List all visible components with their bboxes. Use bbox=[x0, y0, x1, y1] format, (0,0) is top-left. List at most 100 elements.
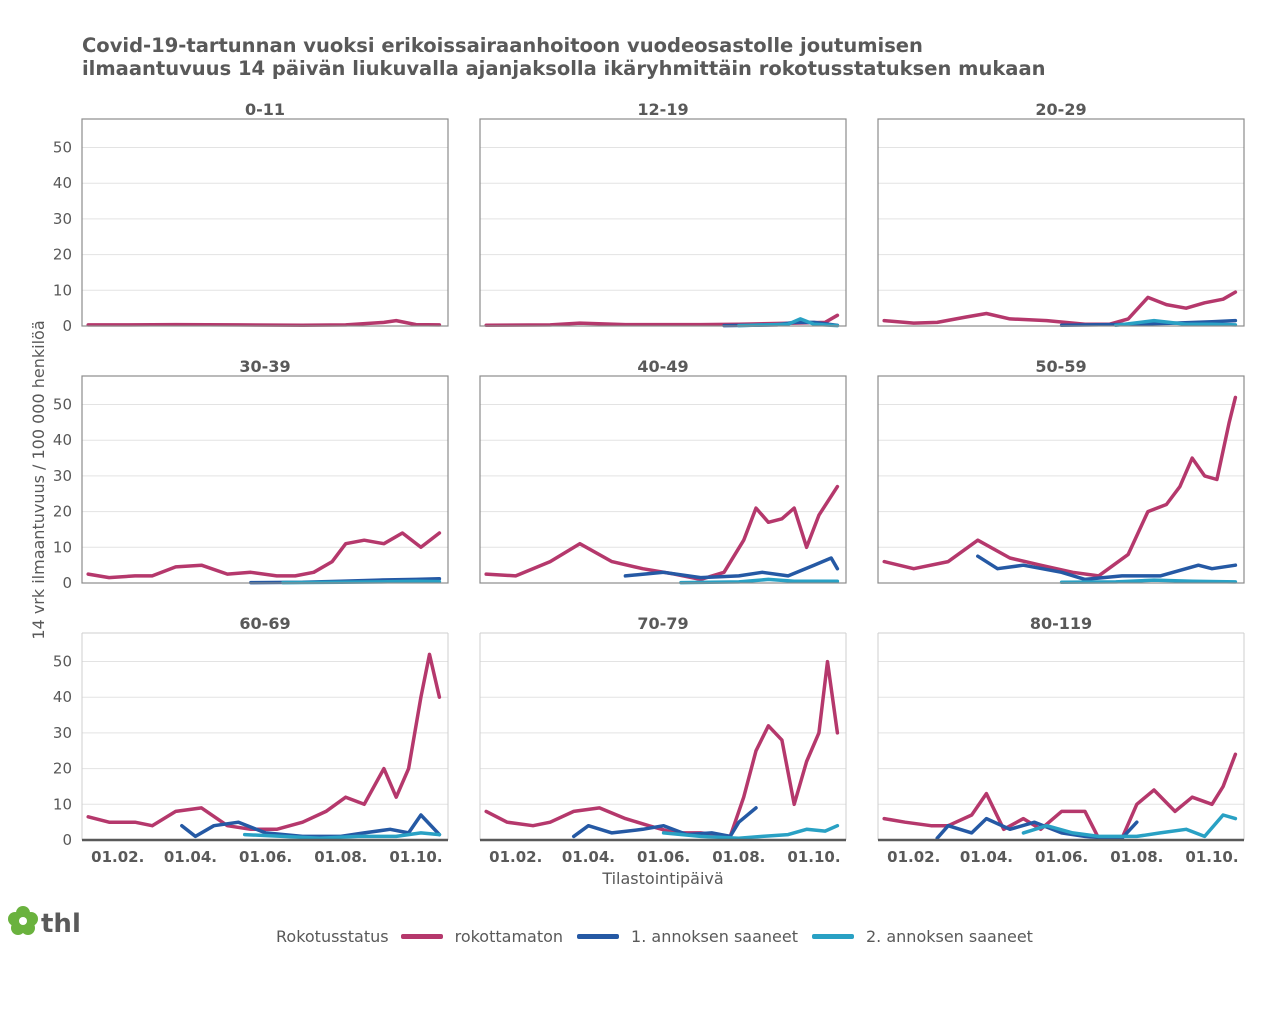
legend-label-2-annos: 2. annoksen saaneet bbox=[866, 926, 1033, 946]
panel-title: 50-59 bbox=[1035, 357, 1086, 376]
panel-background bbox=[82, 119, 448, 326]
y-tick-label: 10 bbox=[53, 281, 72, 299]
legend-title: Rokotusstatus bbox=[276, 926, 389, 946]
y-tick-label: 50 bbox=[53, 139, 72, 157]
panel-0-11: 0-11 0 10 20 30 40 50 bbox=[53, 100, 449, 335]
series-line-2-annoksen-saaneet bbox=[737, 317, 840, 328]
panel-background bbox=[480, 376, 846, 583]
panel-title: 0-11 bbox=[245, 100, 285, 119]
panel-title: 70-79 bbox=[637, 614, 688, 633]
x-tick-label: 01.04. bbox=[562, 848, 615, 866]
y-tick-label: 0 bbox=[62, 574, 72, 592]
series-line-2-annoksen-saaneet bbox=[679, 577, 840, 585]
panel-background bbox=[878, 376, 1244, 583]
legend: Rokotusstatus rokottamaton 1. annoksen s… bbox=[276, 924, 1047, 948]
legend-label-rokottamaton: rokottamaton bbox=[454, 926, 564, 946]
series-line-rokottamaton bbox=[484, 484, 840, 582]
y-tick-label: 40 bbox=[53, 688, 72, 706]
y-tick-label: 40 bbox=[53, 174, 72, 192]
legend-item-rokottamaton: rokottamaton bbox=[400, 926, 564, 946]
series-line-2-annoksen-saaneet bbox=[281, 579, 442, 585]
panel-30-39: 30-39 0 10 20 30 40 50 bbox=[53, 357, 449, 592]
legend-swatch-2-annos bbox=[812, 933, 854, 939]
series-line-1-annoksen-saaneet bbox=[571, 806, 758, 839]
logo-text: thl bbox=[41, 909, 81, 939]
series-line-2-annoksen-saaneet bbox=[1021, 813, 1238, 839]
x-tick-label: 01.04. bbox=[960, 848, 1013, 866]
x-tick-label: 01.10. bbox=[787, 848, 840, 866]
thl-logo: thl bbox=[8, 902, 98, 942]
y-tick-label: 50 bbox=[53, 653, 72, 671]
legend-swatch-rokottamaton bbox=[400, 933, 443, 939]
x-tick-label: 01.08. bbox=[712, 848, 765, 866]
panel-frame bbox=[81, 118, 449, 327]
series-line-rokottamaton bbox=[86, 652, 442, 832]
legend-item-2-annos: 2. annoksen saaneet bbox=[812, 927, 1033, 946]
x-tick-label: 01.02. bbox=[91, 848, 144, 866]
panel-40-49: 40-49 bbox=[479, 357, 847, 585]
panel-80-119: 80-119 01.02. 01.04. 01.06. 01.08. 01.10. bbox=[877, 614, 1245, 866]
series-line-1-annoksen-saaneet bbox=[623, 556, 840, 580]
legend-label-1-annos: 1. annoksen saaneet bbox=[631, 926, 798, 946]
chart-title-line-2: ilmaantuvuus 14 päivän liukuvalla ajanja… bbox=[82, 57, 1046, 80]
panel-frame bbox=[877, 118, 1245, 327]
y-tick-label: 0 bbox=[62, 317, 72, 335]
legend-swatch-1-annos bbox=[577, 933, 620, 939]
panel-background bbox=[82, 376, 448, 583]
panel-background bbox=[480, 119, 846, 326]
x-tick-label: 01.02. bbox=[489, 848, 542, 866]
panel-20-29: 20-29 bbox=[877, 100, 1245, 328]
series-line-1-annoksen-saaneet bbox=[976, 554, 1238, 582]
panel-frame bbox=[479, 118, 847, 327]
x-axis-label: Tilastointipäivä bbox=[601, 869, 723, 888]
series-line-rokottamaton bbox=[882, 752, 1238, 840]
y-tick-label: 20 bbox=[53, 503, 72, 521]
y-axis-label: 14 vrk ilmaantuvuus / 100 000 henkilöä bbox=[29, 320, 48, 639]
panel-title: 30-39 bbox=[239, 357, 290, 376]
panel-title: 60-69 bbox=[239, 614, 290, 633]
series-line-2-annoksen-saaneet bbox=[661, 823, 840, 840]
panel-70-79: 70-79 01.02. 01.04. 01.06. 01.08. 01.10. bbox=[479, 614, 847, 866]
y-tick-label: 20 bbox=[53, 246, 72, 264]
panel-background bbox=[878, 633, 1244, 840]
series-line-rokottamaton bbox=[882, 395, 1238, 578]
panel-title: 80-119 bbox=[1030, 614, 1092, 633]
clover-icon: thl bbox=[8, 906, 81, 939]
series-line-2-annoksen-saaneet bbox=[1059, 578, 1238, 585]
panel-title: 40-49 bbox=[637, 357, 688, 376]
y-tick-label: 10 bbox=[53, 795, 72, 813]
y-tick-label: 30 bbox=[53, 724, 72, 742]
y-tick-label: 20 bbox=[53, 760, 72, 778]
panel-frame bbox=[81, 375, 449, 584]
panel-50-59: 50-59 bbox=[877, 357, 1245, 585]
panel-frame bbox=[479, 375, 847, 584]
panel-12-19: 12-19 bbox=[479, 100, 847, 328]
x-tick-label: 01.08. bbox=[314, 848, 367, 866]
panel-background bbox=[480, 633, 846, 840]
y-tick-label: 30 bbox=[53, 467, 72, 485]
series-line-1-annoksen-saaneet bbox=[935, 816, 1139, 840]
x-tick-label: 01.08. bbox=[1110, 848, 1163, 866]
series-line-2-annoksen-saaneet bbox=[1114, 318, 1238, 328]
y-tick-label: 10 bbox=[53, 538, 72, 556]
series-line-rokottamaton bbox=[86, 531, 442, 580]
y-tick-label: 50 bbox=[53, 396, 72, 414]
x-tick-label: 01.10. bbox=[389, 848, 442, 866]
series-line-2-annoksen-saaneet bbox=[242, 831, 442, 840]
panel-background bbox=[82, 633, 448, 840]
x-tick-label: 01.06. bbox=[1035, 848, 1088, 866]
x-tick-label: 01.02. bbox=[887, 848, 940, 866]
series-line-rokottamaton bbox=[86, 318, 442, 328]
y-tick-label: 0 bbox=[62, 831, 72, 849]
panel-title: 12-19 bbox=[637, 100, 688, 119]
panel-60-69: 60-69 0 10 20 30 40 50 01.02. 01.04. 01.06. 01.08.… bbox=[53, 614, 449, 866]
panel-background bbox=[878, 119, 1244, 326]
x-tick-label: 01.04. bbox=[164, 848, 217, 866]
panel-title: 20-29 bbox=[1035, 100, 1086, 119]
chart-title-line-1: Covid-19-tartunnan vuoksi erikoissairaan… bbox=[82, 34, 923, 57]
legend-item-1-annos: 1. annoksen saaneet bbox=[577, 927, 798, 946]
chart-title: Covid-19-tartunnan vuoksi erikoissairaan… bbox=[82, 34, 1046, 80]
x-tick-label: 01.10. bbox=[1185, 848, 1238, 866]
x-tick-label: 01.06. bbox=[637, 848, 690, 866]
